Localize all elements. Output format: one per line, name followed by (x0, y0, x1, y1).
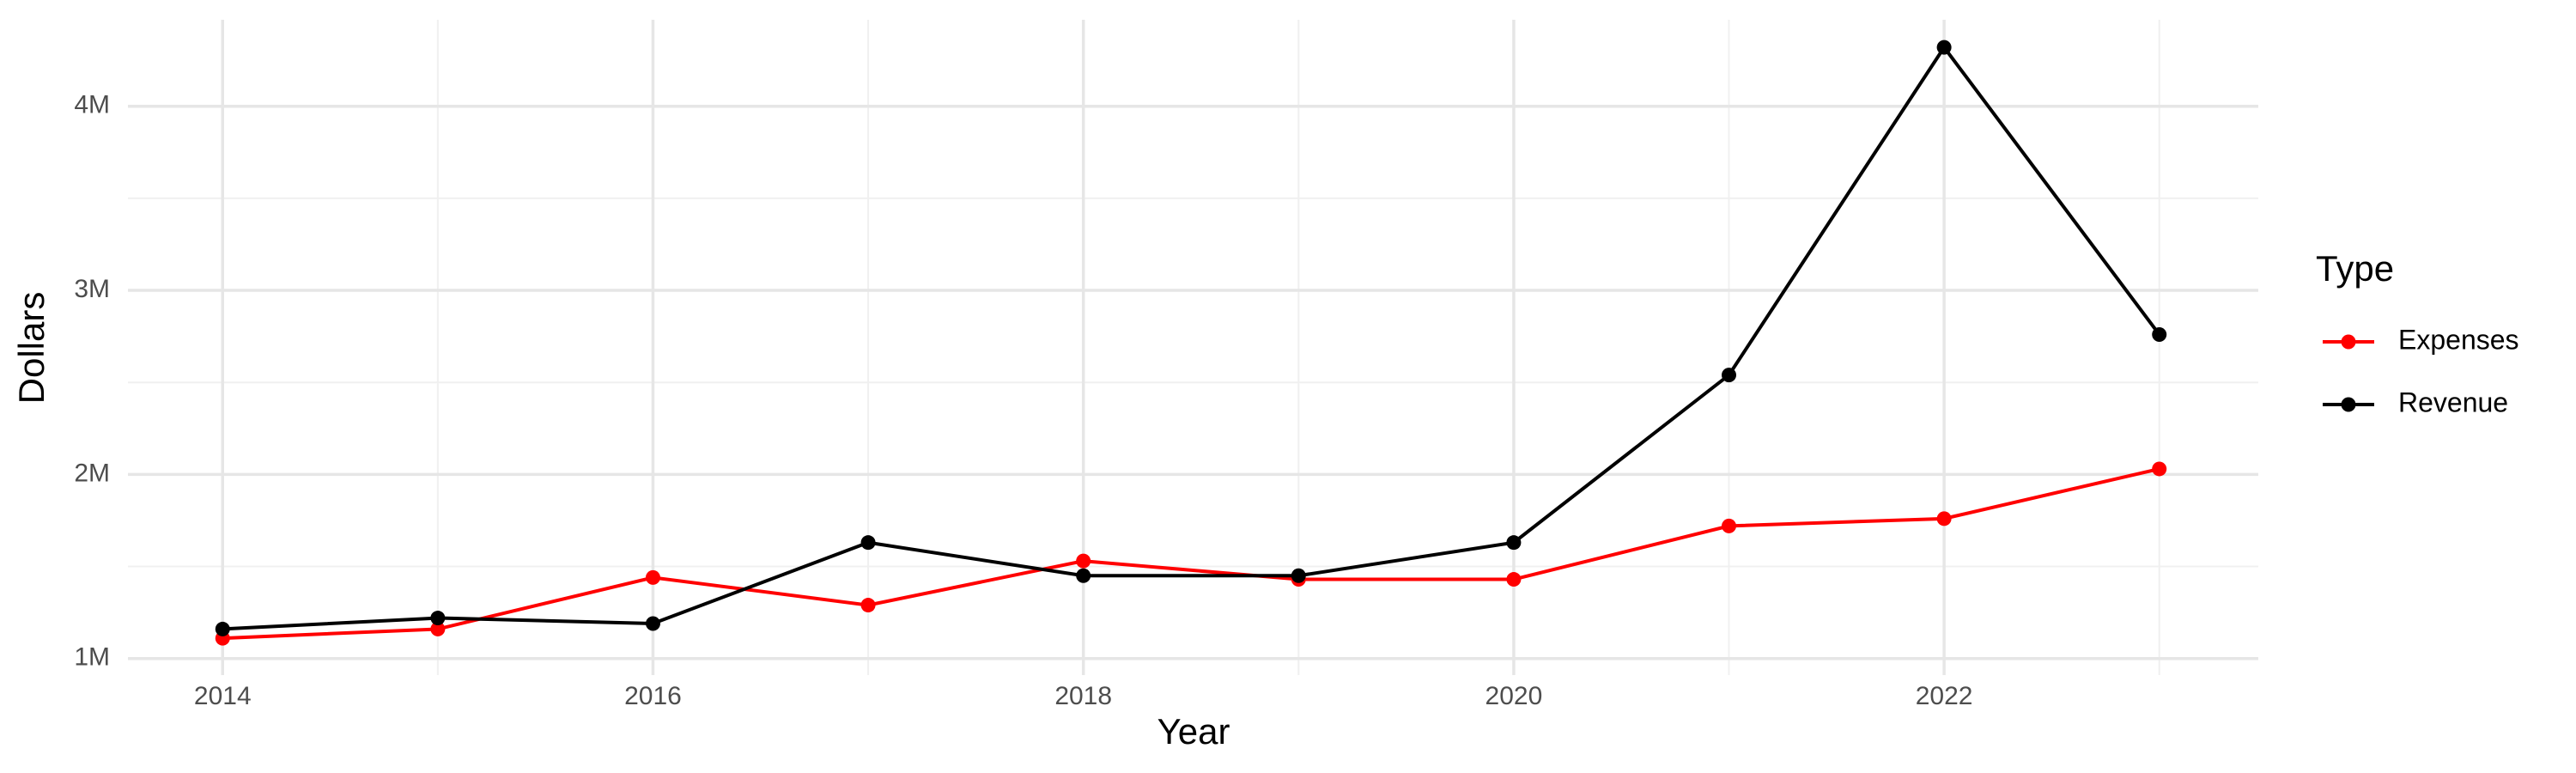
y-axis-title: Dollars (11, 292, 52, 405)
x-tick-label: 2020 (1485, 682, 1543, 710)
data-point (1291, 568, 1306, 583)
data-point (1076, 568, 1091, 583)
data-point (1722, 368, 1737, 383)
series-line (222, 467, 2160, 641)
data-point (1936, 511, 1952, 526)
y-tick-label: 1M (74, 643, 110, 672)
series-line (222, 44, 2161, 631)
y-tick-label: 2M (74, 459, 110, 487)
data-point (430, 621, 446, 636)
data-point (215, 621, 230, 636)
x-tick-label: 2016 (624, 682, 682, 710)
legend-marker (2341, 334, 2356, 350)
x-tick-label: 2022 (1916, 682, 1973, 710)
data-point (860, 535, 876, 551)
y-tick-label: 3M (74, 275, 110, 303)
data-point (645, 569, 660, 585)
legend-label: Revenue (2398, 386, 2508, 417)
data-point (2152, 326, 2167, 342)
data-point (645, 616, 660, 631)
data-point (1506, 535, 1522, 551)
data-point (1076, 553, 1091, 569)
y-tick-label: 4M (74, 91, 110, 119)
data-point (1506, 572, 1522, 587)
grid (128, 20, 2258, 675)
data-point (430, 611, 446, 626)
data-point (2152, 461, 2167, 477)
legend-marker (2341, 397, 2356, 412)
data-point (1936, 40, 1952, 55)
data-point (860, 598, 876, 613)
x-axis-title: Year (1157, 711, 1230, 752)
legend-title: Type (2316, 248, 2394, 289)
x-tick-label: 2014 (194, 682, 252, 710)
legend-label: Expenses (2398, 324, 2519, 355)
data-point (1722, 518, 1737, 533)
x-tick-label: 2018 (1054, 682, 1112, 710)
